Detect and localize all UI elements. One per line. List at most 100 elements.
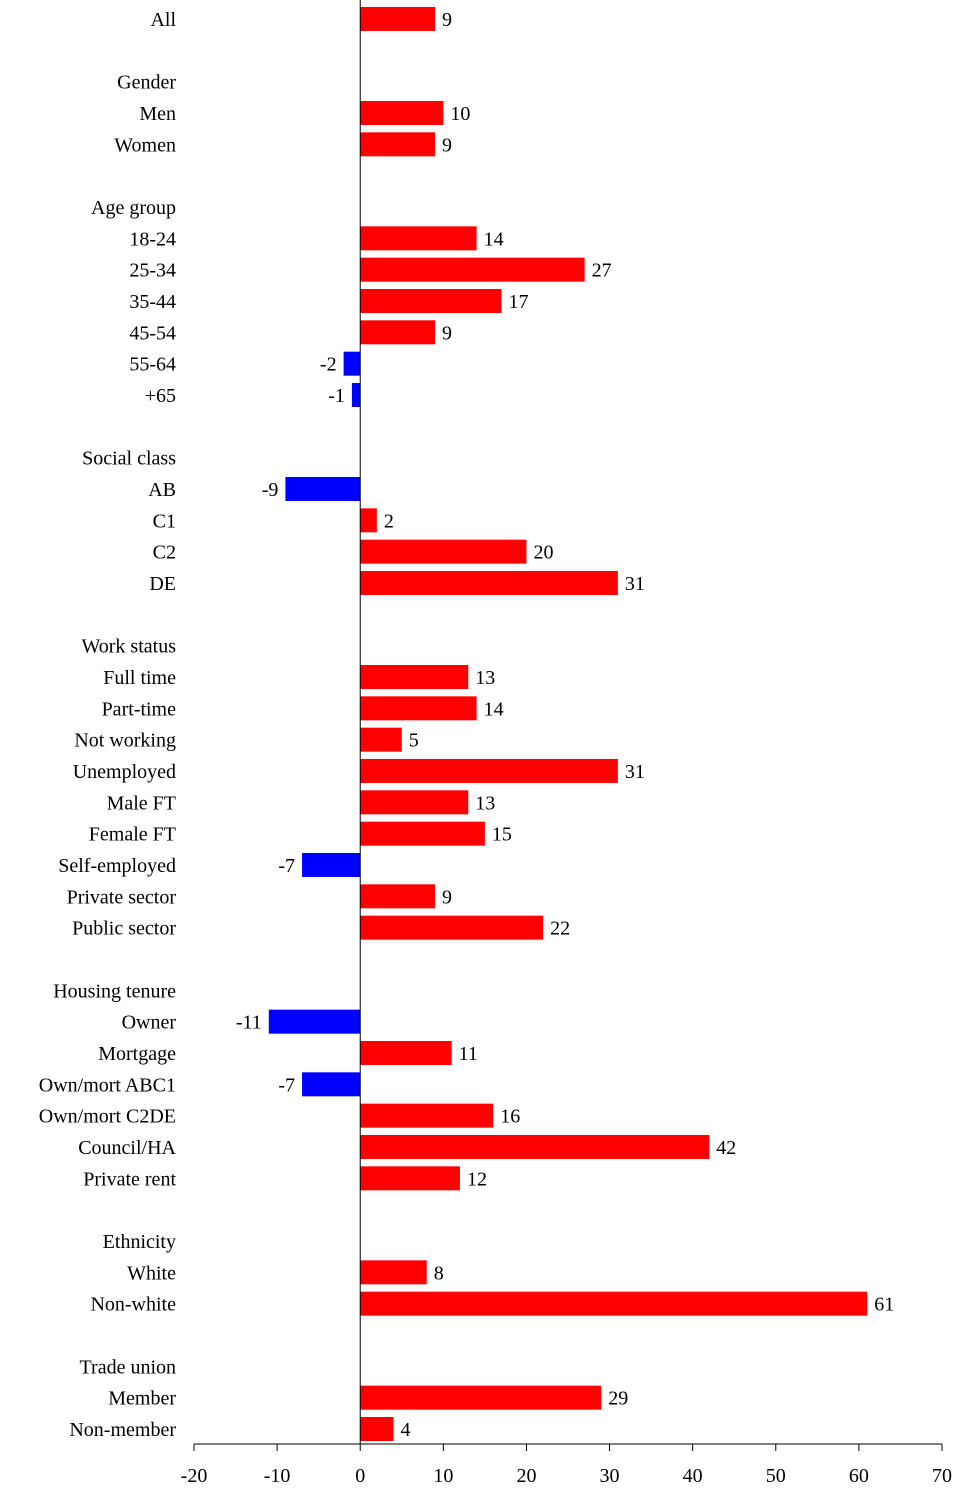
category-label: Own/mort C2DE bbox=[39, 1106, 176, 1128]
data-label: 11 bbox=[459, 1043, 478, 1065]
data-label: 9 bbox=[442, 886, 452, 908]
group-heading-label: Gender bbox=[117, 72, 176, 94]
data-label: -2 bbox=[320, 354, 337, 376]
group-heading-label: Ethnicity bbox=[103, 1231, 176, 1253]
category-label: Private sector bbox=[67, 886, 177, 908]
category-label: Public sector bbox=[72, 918, 176, 940]
data-label: -11 bbox=[236, 1012, 262, 1034]
data-label: 17 bbox=[509, 291, 529, 313]
data-label: 20 bbox=[533, 542, 553, 564]
bar bbox=[360, 727, 402, 752]
group-heading-label: Social class bbox=[82, 448, 176, 470]
bar bbox=[285, 477, 361, 501]
data-label: 9 bbox=[442, 322, 452, 344]
bar bbox=[360, 1385, 602, 1410]
bar bbox=[360, 915, 544, 940]
category-label: C1 bbox=[153, 510, 176, 532]
category-label: Council/HA bbox=[78, 1137, 176, 1159]
category-label: 25-34 bbox=[129, 260, 176, 282]
data-label: 31 bbox=[625, 761, 645, 783]
bar bbox=[360, 7, 436, 31]
bar bbox=[302, 853, 361, 877]
data-label: 5 bbox=[409, 730, 419, 752]
bar bbox=[360, 759, 618, 783]
bar bbox=[360, 508, 377, 533]
data-label: 2 bbox=[384, 510, 394, 532]
x-tick-label: 70 bbox=[932, 1465, 952, 1487]
data-label: 16 bbox=[500, 1106, 520, 1128]
data-label: 9 bbox=[442, 9, 452, 31]
category-label: Full time bbox=[103, 667, 176, 689]
category-label: Unemployed bbox=[73, 761, 176, 783]
data-label: -7 bbox=[278, 855, 295, 877]
data-label: 9 bbox=[442, 134, 452, 156]
data-label: 4 bbox=[400, 1419, 410, 1441]
data-label: 27 bbox=[592, 260, 612, 282]
category-label: Own/mort ABC1 bbox=[39, 1074, 176, 1096]
category-label: 45-54 bbox=[129, 322, 176, 344]
category-label: AB bbox=[148, 479, 176, 501]
category-label: Mortgage bbox=[98, 1043, 176, 1065]
category-label: Self-employed bbox=[58, 855, 176, 877]
category-label: White bbox=[127, 1262, 176, 1284]
bar bbox=[360, 1417, 394, 1441]
data-label: -1 bbox=[328, 385, 345, 407]
data-label: 12 bbox=[467, 1168, 487, 1190]
category-label: 18-24 bbox=[129, 228, 176, 250]
category-label: Non-member bbox=[69, 1419, 176, 1441]
group-heading-label: Work status bbox=[82, 636, 177, 658]
bar bbox=[360, 665, 469, 689]
data-label: 8 bbox=[434, 1262, 444, 1284]
bar bbox=[360, 790, 469, 815]
group-heading-label: Housing tenure bbox=[53, 980, 176, 1002]
data-label: 15 bbox=[492, 824, 512, 846]
bar bbox=[360, 539, 527, 564]
bar bbox=[351, 383, 361, 407]
x-tick-label: 50 bbox=[766, 1465, 786, 1487]
bar bbox=[360, 289, 502, 313]
data-label: 42 bbox=[716, 1137, 736, 1159]
data-label: 14 bbox=[484, 698, 504, 720]
data-label: 13 bbox=[475, 792, 495, 814]
bar bbox=[360, 1103, 494, 1128]
category-label: Non-white bbox=[90, 1294, 176, 1316]
group-heading-label: Trade union bbox=[80, 1356, 176, 1378]
x-tick-label: -10 bbox=[264, 1465, 291, 1487]
bar bbox=[360, 1135, 710, 1159]
bar bbox=[360, 1260, 427, 1285]
category-label: Part-time bbox=[102, 698, 177, 720]
category-label: Owner bbox=[122, 1012, 177, 1034]
bar bbox=[360, 884, 436, 909]
category-label: Men bbox=[139, 103, 176, 125]
category-label: 55-64 bbox=[129, 354, 176, 376]
category-label: Private rent bbox=[83, 1168, 176, 1190]
bar bbox=[360, 696, 477, 721]
bar bbox=[360, 226, 477, 251]
data-label: 29 bbox=[608, 1388, 628, 1410]
category-label: Women bbox=[114, 134, 176, 156]
x-tick-label: 20 bbox=[516, 1465, 536, 1487]
x-tick-label: 0 bbox=[355, 1465, 365, 1487]
data-label: 61 bbox=[874, 1294, 894, 1316]
bar bbox=[360, 821, 485, 846]
bar bbox=[360, 1166, 460, 1191]
data-label: 10 bbox=[450, 103, 470, 125]
bar bbox=[302, 1072, 361, 1097]
bar bbox=[360, 132, 436, 157]
category-label: Female FT bbox=[89, 824, 176, 846]
category-label: All bbox=[150, 9, 176, 31]
bar bbox=[268, 1009, 361, 1034]
category-label: DE bbox=[149, 573, 176, 595]
data-label: 22 bbox=[550, 918, 570, 940]
data-label: 31 bbox=[625, 573, 645, 595]
x-tick-label: 30 bbox=[600, 1465, 620, 1487]
bar bbox=[360, 101, 444, 125]
bar bbox=[360, 1291, 868, 1316]
data-label: -9 bbox=[262, 479, 279, 501]
category-label: Not working bbox=[74, 730, 176, 752]
bar bbox=[360, 571, 618, 595]
category-label: Male FT bbox=[107, 792, 176, 814]
group-heading-label: Age group bbox=[91, 197, 176, 219]
